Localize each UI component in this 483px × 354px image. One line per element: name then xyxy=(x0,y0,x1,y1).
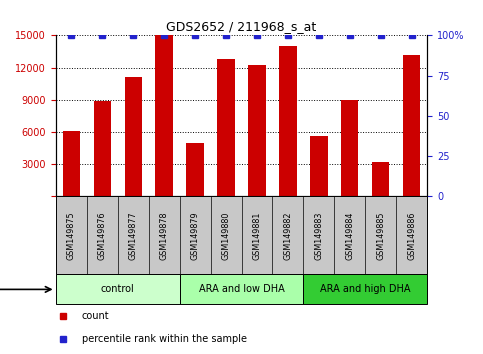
Bar xyxy=(186,143,203,196)
Text: GSM149883: GSM149883 xyxy=(314,211,324,259)
Bar xyxy=(311,136,327,196)
Bar xyxy=(372,162,389,196)
Text: GSM149877: GSM149877 xyxy=(128,211,138,260)
Text: control: control xyxy=(100,284,134,295)
Text: GSM149878: GSM149878 xyxy=(159,211,169,260)
Bar xyxy=(56,274,180,304)
Bar xyxy=(217,59,235,196)
Bar xyxy=(125,77,142,196)
Text: GSM149880: GSM149880 xyxy=(222,211,230,259)
Text: GSM149882: GSM149882 xyxy=(284,211,293,260)
Text: count: count xyxy=(82,311,109,321)
Text: GSM149885: GSM149885 xyxy=(376,211,385,260)
Text: ARA and low DHA: ARA and low DHA xyxy=(199,284,284,295)
Bar xyxy=(248,65,266,196)
Bar xyxy=(62,131,80,196)
Bar xyxy=(156,35,172,196)
Text: GSM149881: GSM149881 xyxy=(253,211,261,259)
Text: GSM149884: GSM149884 xyxy=(345,211,355,259)
Text: GSM149875: GSM149875 xyxy=(67,211,75,260)
Text: percentile rank within the sample: percentile rank within the sample xyxy=(82,334,247,344)
Text: GSM149876: GSM149876 xyxy=(98,211,107,260)
Text: GSM149879: GSM149879 xyxy=(190,211,199,260)
Bar xyxy=(280,46,297,196)
Text: GSM149886: GSM149886 xyxy=(408,211,416,259)
Bar xyxy=(303,274,427,304)
Bar xyxy=(180,274,303,304)
Bar xyxy=(341,100,358,196)
Title: GDS2652 / 211968_s_at: GDS2652 / 211968_s_at xyxy=(166,20,317,33)
Text: ARA and high DHA: ARA and high DHA xyxy=(320,284,411,295)
Bar xyxy=(403,55,421,196)
Bar xyxy=(94,101,111,196)
